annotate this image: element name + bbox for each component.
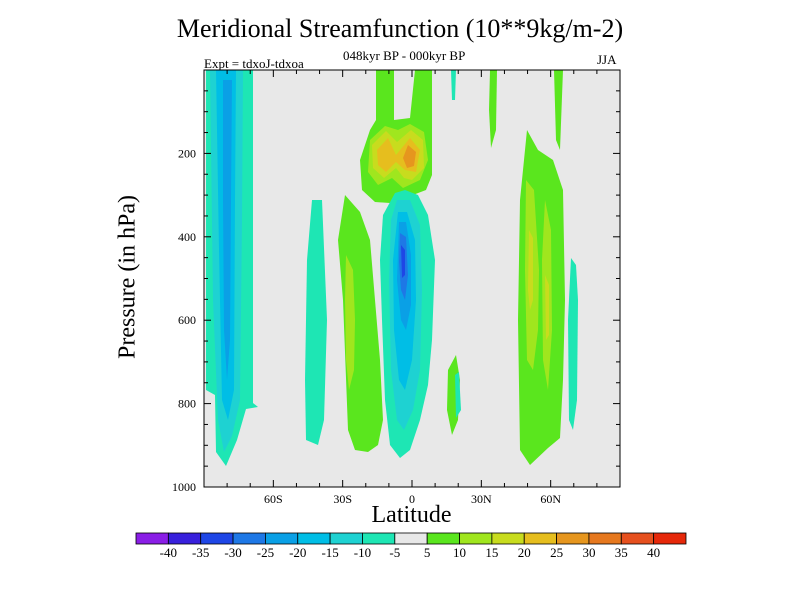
x-tick-label: 0 (409, 492, 415, 506)
contour-fill-75n-cell (568, 258, 578, 430)
colorbar-swatch (588, 532, 622, 545)
contour-fill-equatorial-cell (401, 245, 405, 278)
colorbar-label: 20 (518, 545, 531, 560)
colorbar-label: 15 (485, 545, 498, 560)
colorbar-label: 10 (453, 545, 466, 560)
x-tick-label: 60S (264, 492, 283, 506)
chart-subtitle: 048kyr BP - 000kyr BP (343, 48, 466, 63)
colorbar-swatch (297, 532, 331, 545)
contour-fill-streak (451, 70, 456, 100)
colorbar-swatch (265, 532, 299, 545)
colorbar-swatch (426, 532, 460, 545)
colorbar-swatch (394, 532, 428, 545)
colorbar-label: -40 (160, 545, 177, 560)
contour-fill-60s-cell (305, 200, 327, 445)
colorbar-label: 5 (424, 545, 431, 560)
colorbar-swatch (653, 532, 687, 545)
colorbar-label: -35 (192, 545, 209, 560)
contour-fills (206, 70, 578, 466)
colorbar-label: 35 (615, 545, 628, 560)
colorbar-label: -5 (389, 545, 400, 560)
contour-fill-60n-cell (545, 275, 549, 340)
colorbar-swatch (556, 532, 590, 545)
x-axis-label: Latitude (371, 502, 452, 528)
contour-fill-30s-cell (345, 255, 355, 390)
colorbar-swatch (232, 532, 266, 545)
colorbar-swatch (491, 532, 525, 545)
colorbar-label: 30 (582, 545, 595, 560)
colorbar-label: 25 (550, 545, 563, 560)
x-tick-label: 60N (540, 492, 561, 506)
colorbar-swatch (135, 532, 169, 545)
colorbar-label: -25 (257, 545, 274, 560)
y-tick-label: 400 (178, 230, 196, 244)
colorbar: -40 -35 -30 -25 -20 -15 -10 -5 5 10 15 20 25 30 35 40 (135, 532, 687, 560)
contour-fill-upper-tropical-cell (403, 145, 416, 168)
y-tick-label: 600 (178, 313, 196, 327)
colorbar-label: 40 (647, 545, 660, 560)
colorbar-swatch (620, 532, 655, 545)
colorbar-swatch (167, 532, 202, 545)
colorbar-label: -10 (354, 545, 371, 560)
y-tick-label: 200 (178, 146, 196, 160)
axis-tick-labels: 60S 30S 0 30N 60N 200 400 600 800 1000 (172, 146, 561, 506)
colorbar-label: -15 (321, 545, 338, 560)
colorbar-swatch (459, 532, 493, 545)
contour-fill-60n-cell (518, 130, 565, 465)
axis-ticks (204, 70, 620, 488)
chart-title: Meridional Streamfunction (10**9kg/m-2) (176, 14, 624, 43)
contour-fill-streak (554, 70, 563, 150)
contour-fill-ns-patch (455, 372, 461, 418)
colorbar-swatch (362, 532, 396, 545)
contour-fill-streak (489, 70, 497, 148)
y-tick-label: 800 (178, 397, 196, 411)
experiment-label: Expt = tdxoJ-tdxoa (204, 56, 304, 71)
colorbar-swatch (200, 532, 234, 545)
y-tick-label: 1000 (172, 480, 196, 494)
colorbar-label: -30 (224, 545, 241, 560)
colorbar-swatch (329, 532, 363, 545)
colorbar-label: -20 (289, 545, 306, 560)
colorbar-swatch (523, 532, 557, 545)
x-tick-label: 30N (471, 492, 492, 506)
contour-fill-60n-cell (528, 230, 533, 310)
x-tick-label: 30S (333, 492, 352, 506)
season-label: JJA (597, 52, 617, 67)
contour-fill-southern-cell (223, 80, 232, 380)
